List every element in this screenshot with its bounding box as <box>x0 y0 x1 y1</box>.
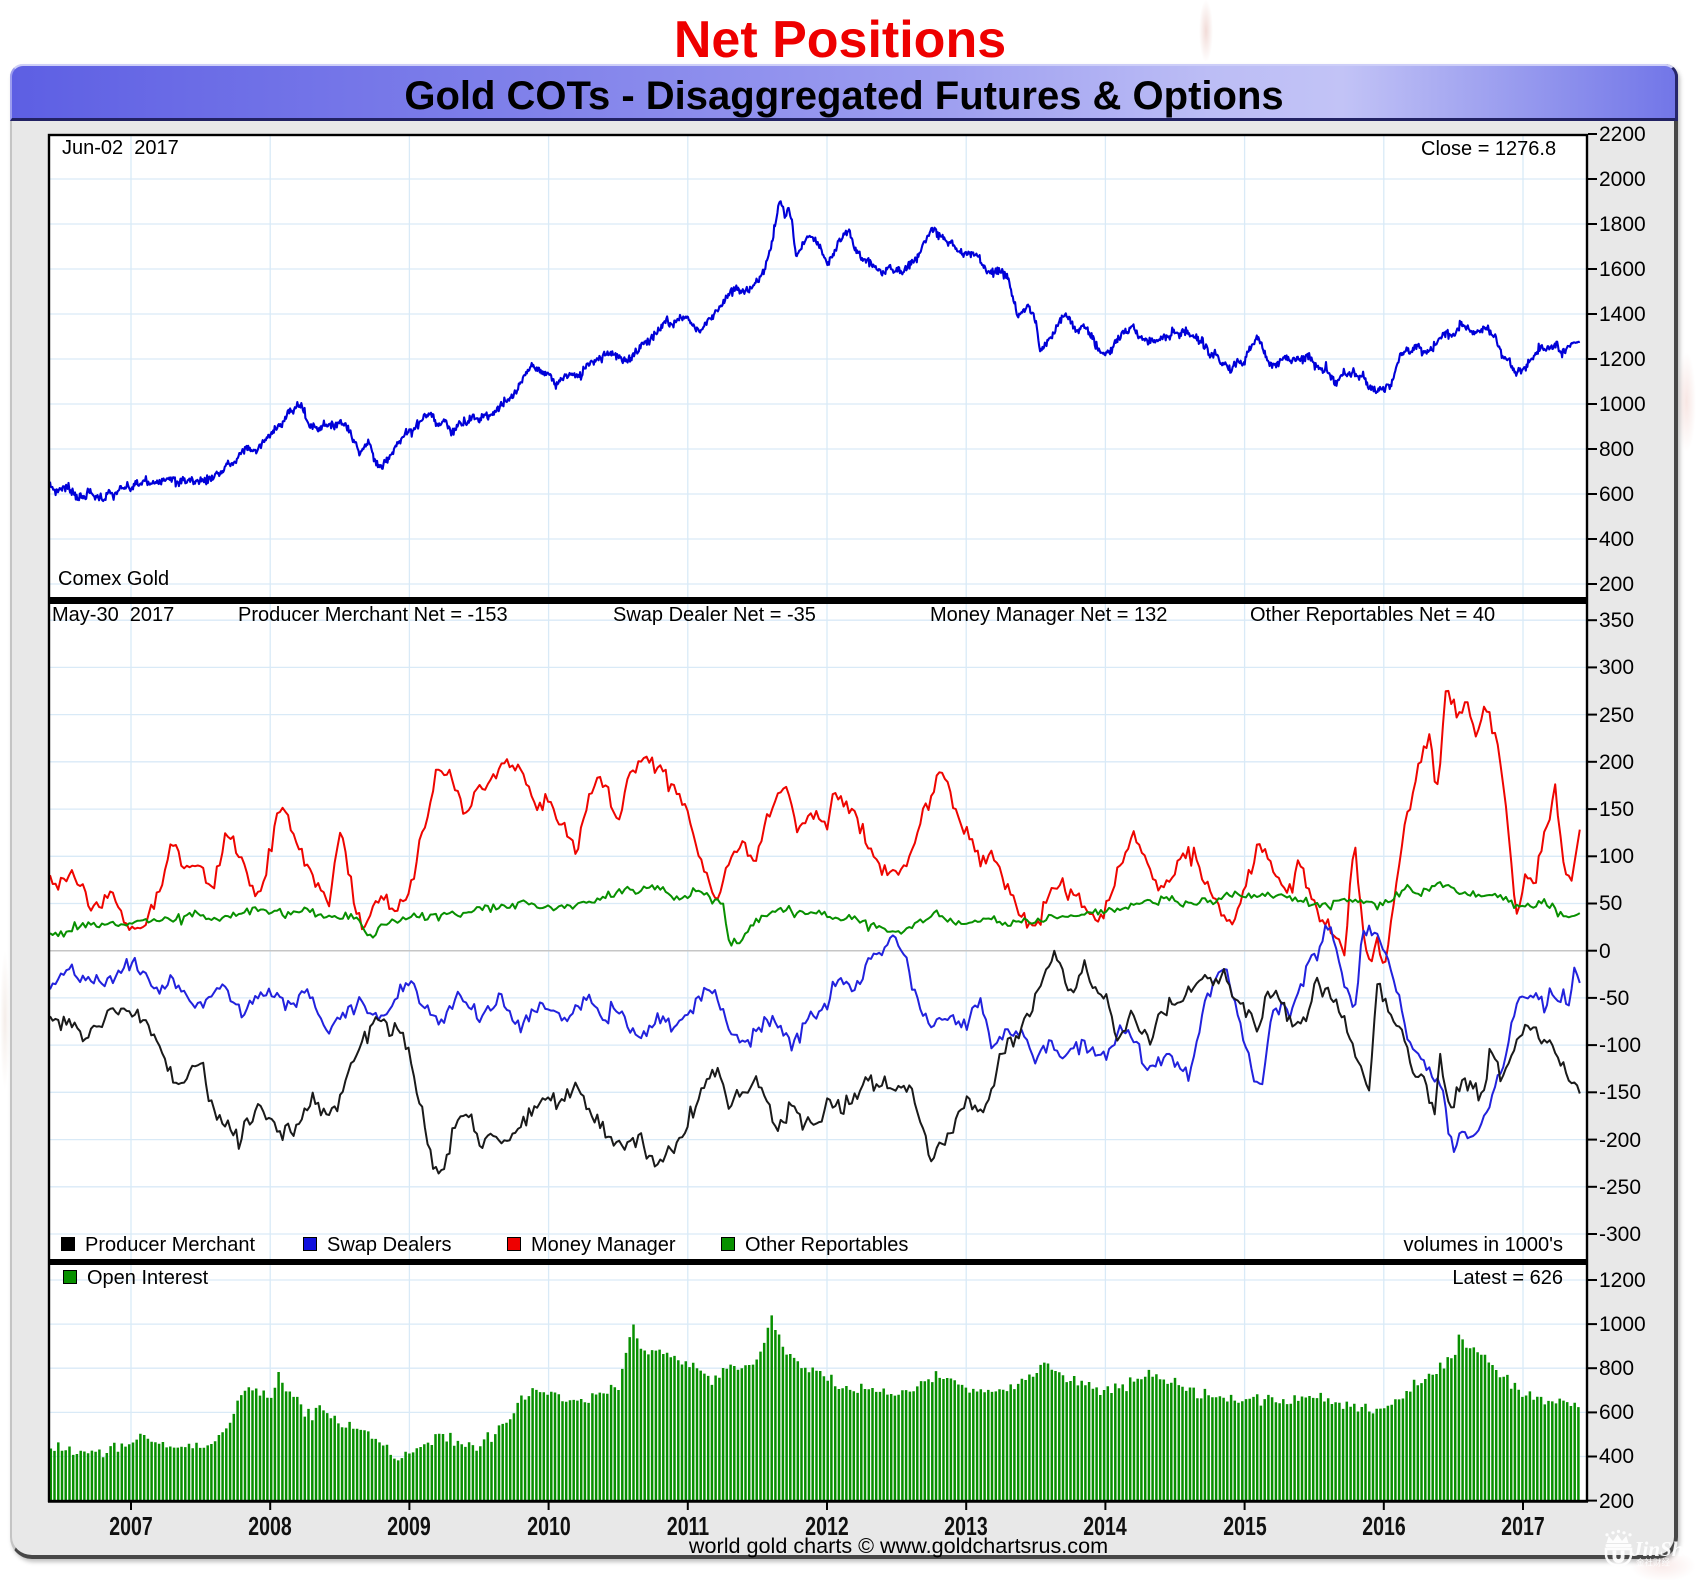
svg-text:JinShe): JinShe) <box>1631 1537 1696 1561</box>
svg-text:金社财经: 金社财经 <box>1636 1558 1671 1568</box>
